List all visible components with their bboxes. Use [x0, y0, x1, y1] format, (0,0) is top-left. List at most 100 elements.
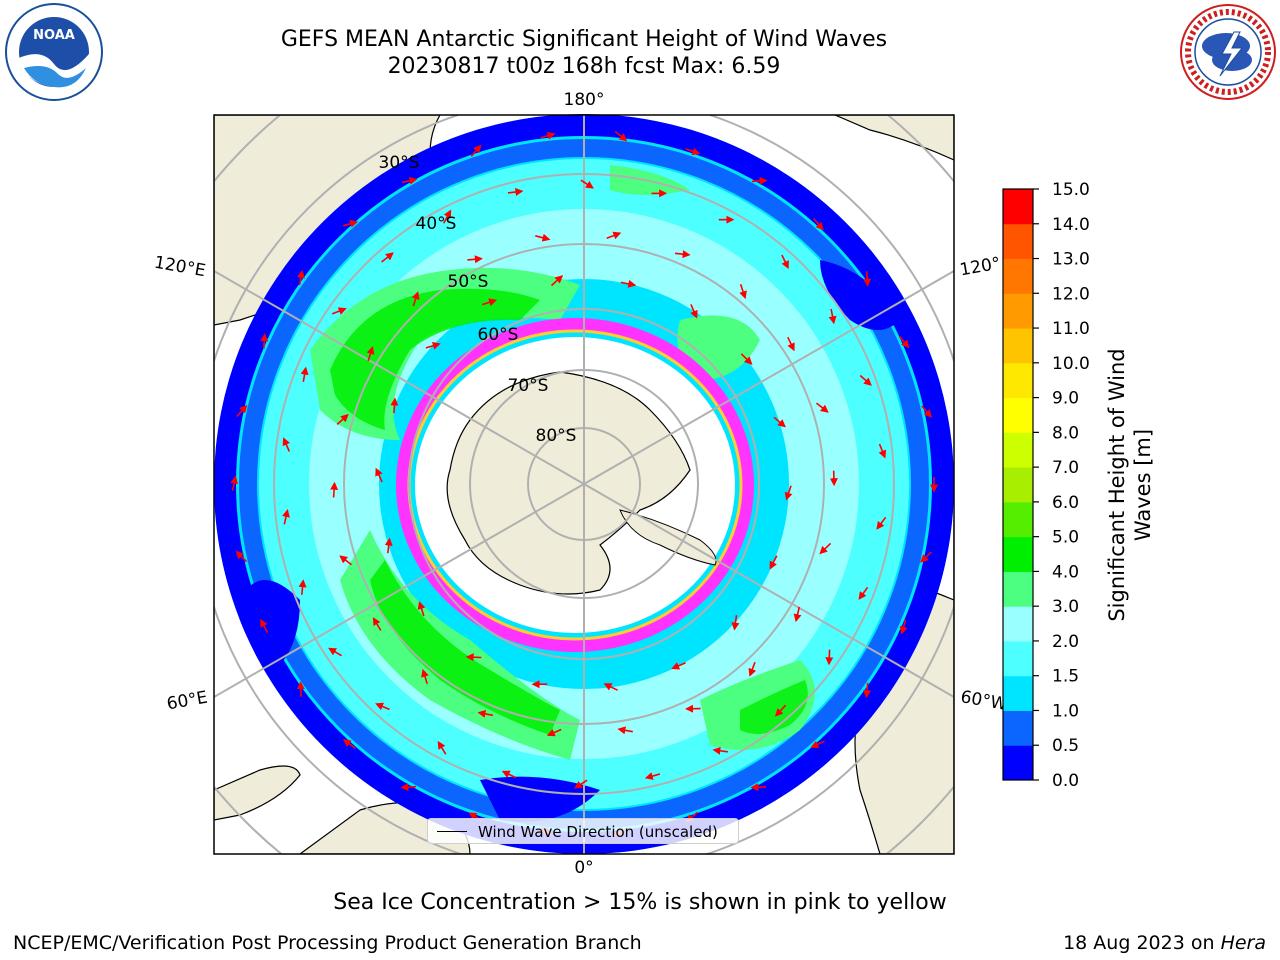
colorbar-segment — [1003, 189, 1033, 225]
meridian-label-0: 0° — [574, 858, 593, 878]
wave-direction-arrow — [425, 341, 441, 350]
colorbar-tick-label: 1.0 — [1052, 701, 1079, 721]
colorbar-segment — [1003, 362, 1033, 399]
wave-direction-arrow — [260, 618, 269, 633]
wave-direction-arrow — [342, 738, 356, 749]
colorbar-segment — [1003, 328, 1033, 364]
colorbar-tick-label: 10.0 — [1052, 354, 1090, 374]
chart-title: GEFS MEAN Antarctic Significant Height o… — [280, 27, 888, 52]
wave-direction-arrow — [437, 740, 447, 755]
wave-direction-arrow — [812, 218, 824, 231]
wave-direction-arrow — [546, 728, 562, 737]
wave-direction-arrow — [298, 579, 307, 595]
wave-direction-arrow — [603, 683, 618, 691]
madagascar-land — [214, 765, 301, 821]
colorbar-segment — [1003, 293, 1033, 329]
wave-direction-arrow — [739, 284, 747, 300]
footer-left: NCEP/EMC/Verification Post Processing Pr… — [13, 932, 642, 954]
wave-direction-arrow — [540, 131, 556, 140]
wave-direction-arrow — [328, 647, 343, 657]
wave-direction-arrow — [617, 726, 633, 735]
colorbar-tick-label: 8.0 — [1052, 423, 1079, 443]
wave-direction-arrow — [751, 176, 768, 185]
wave-direction-arrow — [330, 481, 339, 498]
parallel-label-70s: 70°S — [508, 376, 549, 396]
antarctica-land — [446, 371, 691, 595]
wave-direction-arrow — [401, 176, 418, 185]
wave-direction-arrow — [411, 291, 420, 307]
wave-direction-arrow — [685, 147, 701, 156]
wave-direction-arrows — [230, 130, 938, 837]
wave-direction-arrow — [580, 179, 594, 189]
wave-direction-arrow — [899, 619, 908, 635]
wave-direction-arrow — [477, 709, 494, 718]
wave-direction-arrow — [614, 130, 628, 142]
wave-direction-arrow — [507, 188, 524, 196]
wave-direction-arrow — [375, 467, 383, 483]
colorbar-tick-label: 7.0 — [1052, 458, 1079, 478]
colorbar-tick-label: 5.0 — [1052, 528, 1079, 548]
wave-direction-arrow — [921, 405, 932, 418]
wave-direction-arrow — [336, 413, 349, 425]
wave-direction-arrow — [769, 555, 778, 570]
wave-direction-arrow — [773, 416, 786, 428]
wave-direction-arrow — [384, 537, 393, 554]
map-legend: Wind Wave Direction (unscaled) — [427, 818, 739, 844]
wave-direction-arrow — [282, 437, 291, 452]
noaa-logo-text: NOAA — [33, 28, 75, 43]
wave-direction-arrow — [417, 601, 426, 617]
wave-direction-arrow — [863, 682, 872, 699]
wave-direction-arrow — [300, 366, 309, 383]
wave-direction-arrow — [787, 336, 795, 352]
wave-direction-arrow — [775, 704, 787, 717]
wave-direction-arrow — [372, 617, 382, 631]
wave-direction-arrow — [644, 772, 661, 780]
colorbar-tick-label: 15.0 — [1052, 180, 1090, 200]
parallel-label-60s: 60°S — [478, 325, 519, 345]
colorbar-segment — [1003, 571, 1033, 607]
wave-direction-arrow — [465, 653, 482, 662]
colorbar-tick-label: 9.0 — [1052, 389, 1079, 409]
wave-direction-arrow — [606, 231, 622, 240]
colorbar-label-line2: Waves [m] — [1131, 429, 1155, 541]
colorbar-segment — [1003, 397, 1033, 433]
colorbar-tick-label: 0.5 — [1052, 736, 1079, 756]
wave-direction-arrow — [501, 770, 517, 779]
footer-host: Hera — [1220, 932, 1266, 954]
legend-line-swatch — [437, 831, 467, 832]
wave-direction-arrow — [793, 606, 802, 623]
colorbar-segment — [1003, 745, 1033, 781]
wave-direction-arrow — [342, 219, 359, 228]
colorbar-segment — [1003, 536, 1033, 572]
wave-direction-arrow — [260, 333, 269, 349]
legend-label: Wind Wave Direction (unscaled) — [478, 823, 718, 841]
wave-direction-arrow — [816, 402, 829, 413]
wave-direction-arrow — [731, 615, 740, 631]
meridian-label-180: 180° — [564, 90, 605, 110]
wave-direction-arrow — [442, 209, 452, 224]
colorbar-frame — [1002, 188, 1034, 781]
parallel-label-30s: 30°S — [379, 153, 420, 173]
wave-direction-arrow — [235, 550, 248, 563]
colorbar-tick-label: 2.0 — [1052, 632, 1079, 652]
wave-direction-arrow — [748, 661, 757, 677]
colorbar-segment — [1003, 223, 1033, 260]
wave-direction-arrow — [898, 335, 910, 349]
wave-direction-arrow — [920, 551, 932, 563]
wave-direction-arrow — [750, 783, 767, 792]
wave-direction-arrow — [674, 250, 691, 259]
colorbar-segments — [1003, 189, 1033, 781]
colorbar-tick-label: 3.0 — [1052, 597, 1079, 617]
wave-direction-arrow — [574, 779, 588, 789]
sea-ice-note: Sea Ice Concentration > 15% is shown in … — [333, 890, 947, 915]
wave-direction-arrow — [339, 555, 352, 566]
wave-direction-arrow — [712, 746, 729, 755]
noaa-logo: NOAA — [5, 3, 103, 101]
wave-direction-arrow — [671, 662, 686, 670]
wave-direction-arrow — [400, 783, 417, 792]
wave-direction-arrow — [740, 353, 753, 365]
colorbar-tick-label: 13.0 — [1052, 250, 1090, 270]
wave-direction-arrow — [781, 254, 789, 270]
graticule — [214, 115, 954, 854]
